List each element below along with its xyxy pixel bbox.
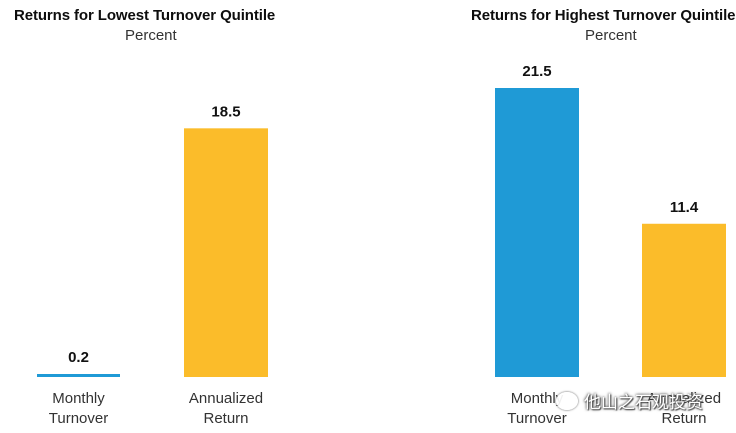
- bar-value-label: 11.4: [670, 199, 699, 216]
- bar-monthly-turnover: [37, 374, 120, 377]
- wechat-icon: [556, 391, 578, 410]
- lowest-turnover-chart: Returns for Lowest Turnover Quintile Per…: [0, 0, 330, 433]
- bar-monthly-turnover: [495, 88, 579, 377]
- bar-value-label: 18.5: [211, 103, 240, 120]
- category-label: Turnover: [507, 410, 566, 427]
- highest-turnover-chart: Returns for Highest Turnover Quintile Pe…: [470, 0, 736, 433]
- watermark: 他山之石观投资: [556, 388, 703, 413]
- category-label: Monthly: [52, 390, 105, 407]
- bar-value-label: 21.5: [522, 63, 551, 80]
- category-label: Annualized: [647, 390, 721, 407]
- highest-turnover-plot: 21.5 Monthly Turnover 11.4 Annualized Return: [495, 63, 726, 427]
- watermark-text: 他山之石观投资: [584, 393, 703, 412]
- chart-title: Returns for Lowest Turnover Quintile: [14, 7, 276, 24]
- chart-title: Returns for Highest Turnover Quintile: [471, 7, 736, 24]
- chart-subtitle: Percent: [585, 27, 637, 44]
- bar-value-label: 0.2: [68, 349, 89, 366]
- lowest-turnover-plot: 0.2 Monthly Turnover 18.5 Annualized Return: [37, 103, 268, 427]
- category-label: Turnover: [49, 410, 108, 427]
- bar-annualized-return: [184, 128, 268, 377]
- category-label: Annualized: [189, 390, 263, 407]
- chart-subtitle: Percent: [125, 27, 177, 44]
- category-label: Return: [203, 410, 248, 427]
- category-label: Monthly: [511, 390, 564, 407]
- category-label: Return: [661, 410, 706, 427]
- bar-annualized-return: [642, 223, 726, 377]
